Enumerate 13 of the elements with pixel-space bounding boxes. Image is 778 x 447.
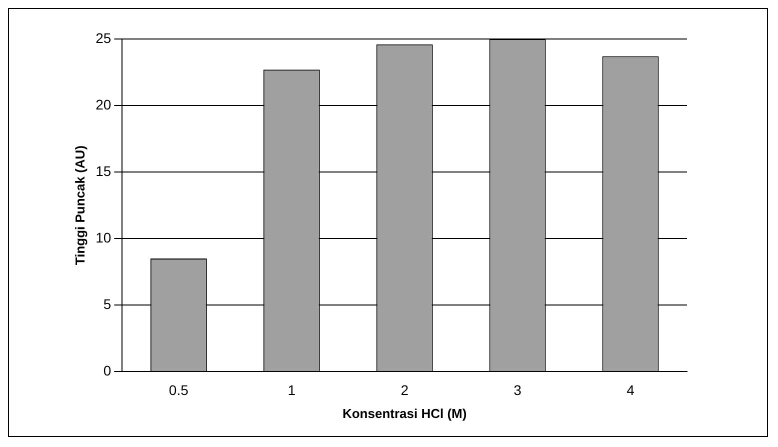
x-tick-label: 2 xyxy=(400,382,409,398)
x-tick-label: 0.5 xyxy=(168,382,189,398)
y-tick-label: 15 xyxy=(96,162,112,179)
x-tick-label: 1 xyxy=(288,382,296,398)
x-axis-title: Konsentrasi HCl (M) xyxy=(342,406,467,421)
y-tick-label: 20 xyxy=(96,96,112,112)
y-tick-label: 0 xyxy=(103,362,112,378)
y-axis-title: Tinggi Puncak (AU) xyxy=(72,145,88,266)
x-tick-label: 4 xyxy=(626,382,635,398)
y-tick-label: 25 xyxy=(96,30,112,46)
y-tick-label: 10 xyxy=(96,229,112,246)
y-tick-label: 5 xyxy=(103,296,112,312)
x-tick-label: 3 xyxy=(514,382,522,398)
